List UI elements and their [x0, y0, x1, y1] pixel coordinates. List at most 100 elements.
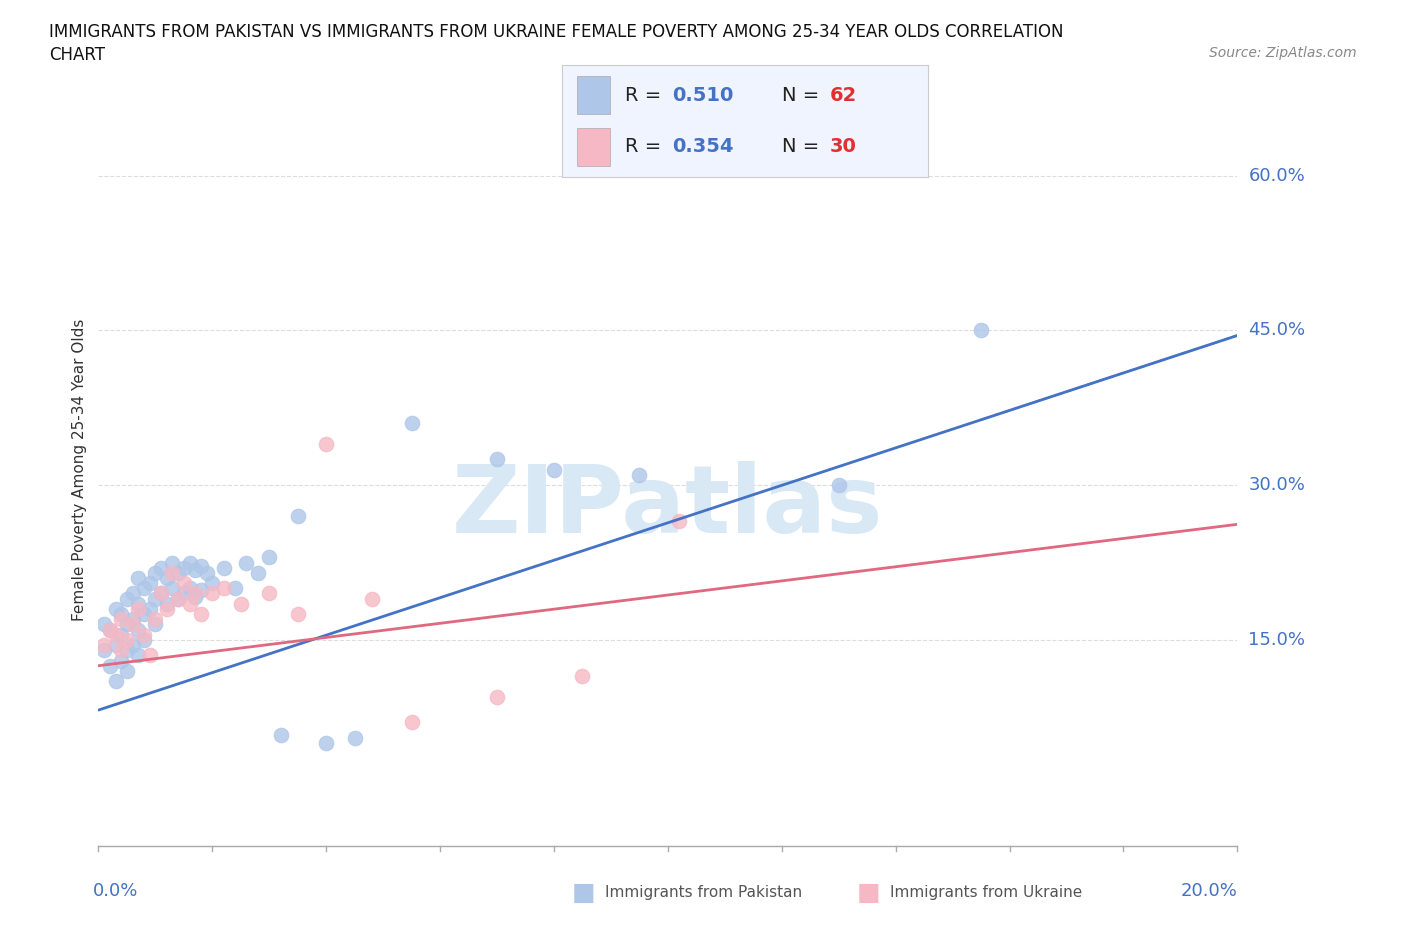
Text: 62: 62 — [830, 86, 856, 105]
Point — [138, 648, 160, 663]
Text: 30.0%: 30.0% — [1249, 476, 1305, 494]
Point — [167, 591, 190, 606]
Point — [259, 586, 281, 601]
Point — [162, 581, 184, 596]
Point — [201, 576, 224, 591]
Point — [121, 586, 143, 601]
Point — [132, 628, 155, 643]
FancyBboxPatch shape — [576, 127, 610, 166]
Point — [486, 452, 509, 467]
Point — [173, 560, 195, 575]
Point — [132, 632, 155, 647]
Point — [132, 606, 155, 621]
Text: R =: R = — [624, 137, 666, 156]
Text: R =: R = — [624, 86, 666, 105]
Point — [224, 581, 246, 596]
Point — [145, 617, 167, 631]
Point — [970, 323, 993, 338]
Point — [668, 513, 690, 528]
Point — [184, 563, 207, 578]
Text: 0.0%: 0.0% — [93, 883, 138, 900]
Point — [315, 736, 337, 751]
Point — [184, 586, 207, 601]
Point — [259, 550, 281, 565]
Text: IMMIGRANTS FROM PAKISTAN VS IMMIGRANTS FROM UKRAINE FEMALE POVERTY AMONG 25-34 Y: IMMIGRANTS FROM PAKISTAN VS IMMIGRANTS F… — [49, 23, 1064, 41]
Point — [93, 638, 115, 653]
Point — [156, 596, 179, 611]
Text: CHART: CHART — [49, 46, 105, 64]
Point — [150, 586, 173, 601]
Point — [212, 560, 235, 575]
Point — [190, 583, 212, 598]
Point — [628, 468, 651, 483]
Text: 15.0%: 15.0% — [1249, 631, 1305, 649]
Point — [98, 658, 121, 673]
Point — [571, 669, 593, 684]
Point — [115, 643, 138, 658]
Point — [110, 653, 132, 668]
Point — [543, 462, 565, 477]
Point — [150, 560, 173, 575]
Point — [115, 617, 138, 631]
Point — [179, 581, 201, 596]
Point — [173, 576, 195, 591]
Point — [145, 565, 167, 580]
Text: 20.0%: 20.0% — [1181, 883, 1237, 900]
Text: ZIPatlas: ZIPatlas — [453, 461, 883, 553]
Text: 0.510: 0.510 — [672, 86, 734, 105]
Point — [167, 565, 190, 580]
Point — [98, 622, 121, 637]
Point — [127, 648, 149, 663]
Text: Immigrants from Ukraine: Immigrants from Ukraine — [890, 885, 1083, 900]
Point — [360, 591, 382, 606]
Text: 0.354: 0.354 — [672, 137, 734, 156]
Text: N =: N = — [782, 137, 825, 156]
Point — [401, 715, 423, 730]
Point — [156, 602, 179, 617]
Text: Immigrants from Pakistan: Immigrants from Pakistan — [605, 885, 801, 900]
Point — [162, 565, 184, 580]
Point — [184, 589, 207, 604]
Text: ■: ■ — [858, 881, 880, 905]
Point — [121, 638, 143, 653]
Text: Source: ZipAtlas.com: Source: ZipAtlas.com — [1209, 46, 1357, 60]
Point — [828, 478, 851, 493]
Point — [162, 555, 184, 570]
Point — [115, 632, 138, 647]
Point — [190, 558, 212, 573]
Point — [486, 689, 509, 704]
Text: 60.0%: 60.0% — [1249, 166, 1305, 184]
Point — [121, 617, 143, 631]
Point — [127, 622, 149, 637]
Text: 45.0%: 45.0% — [1249, 322, 1306, 339]
Point — [179, 596, 201, 611]
Point — [110, 628, 132, 643]
Point — [127, 602, 149, 617]
Text: N =: N = — [782, 86, 825, 105]
Point — [145, 612, 167, 627]
Point — [287, 606, 309, 621]
Point — [104, 602, 127, 617]
Point — [167, 591, 190, 606]
Text: ■: ■ — [572, 881, 595, 905]
Text: 30: 30 — [830, 137, 856, 156]
Y-axis label: Female Poverty Among 25-34 Year Olds: Female Poverty Among 25-34 Year Olds — [72, 318, 87, 621]
Point — [201, 586, 224, 601]
Point — [179, 555, 201, 570]
Point — [315, 436, 337, 451]
Point — [287, 509, 309, 524]
Point — [138, 602, 160, 617]
Point — [343, 730, 366, 745]
Point — [110, 606, 132, 621]
Point — [115, 591, 138, 606]
Point — [270, 727, 292, 742]
Point — [110, 612, 132, 627]
Point — [98, 622, 121, 637]
Point — [246, 565, 269, 580]
Point — [104, 628, 127, 643]
Point — [156, 571, 179, 586]
Point — [115, 663, 138, 678]
Point — [173, 586, 195, 601]
Point — [93, 617, 115, 631]
Point — [401, 416, 423, 431]
